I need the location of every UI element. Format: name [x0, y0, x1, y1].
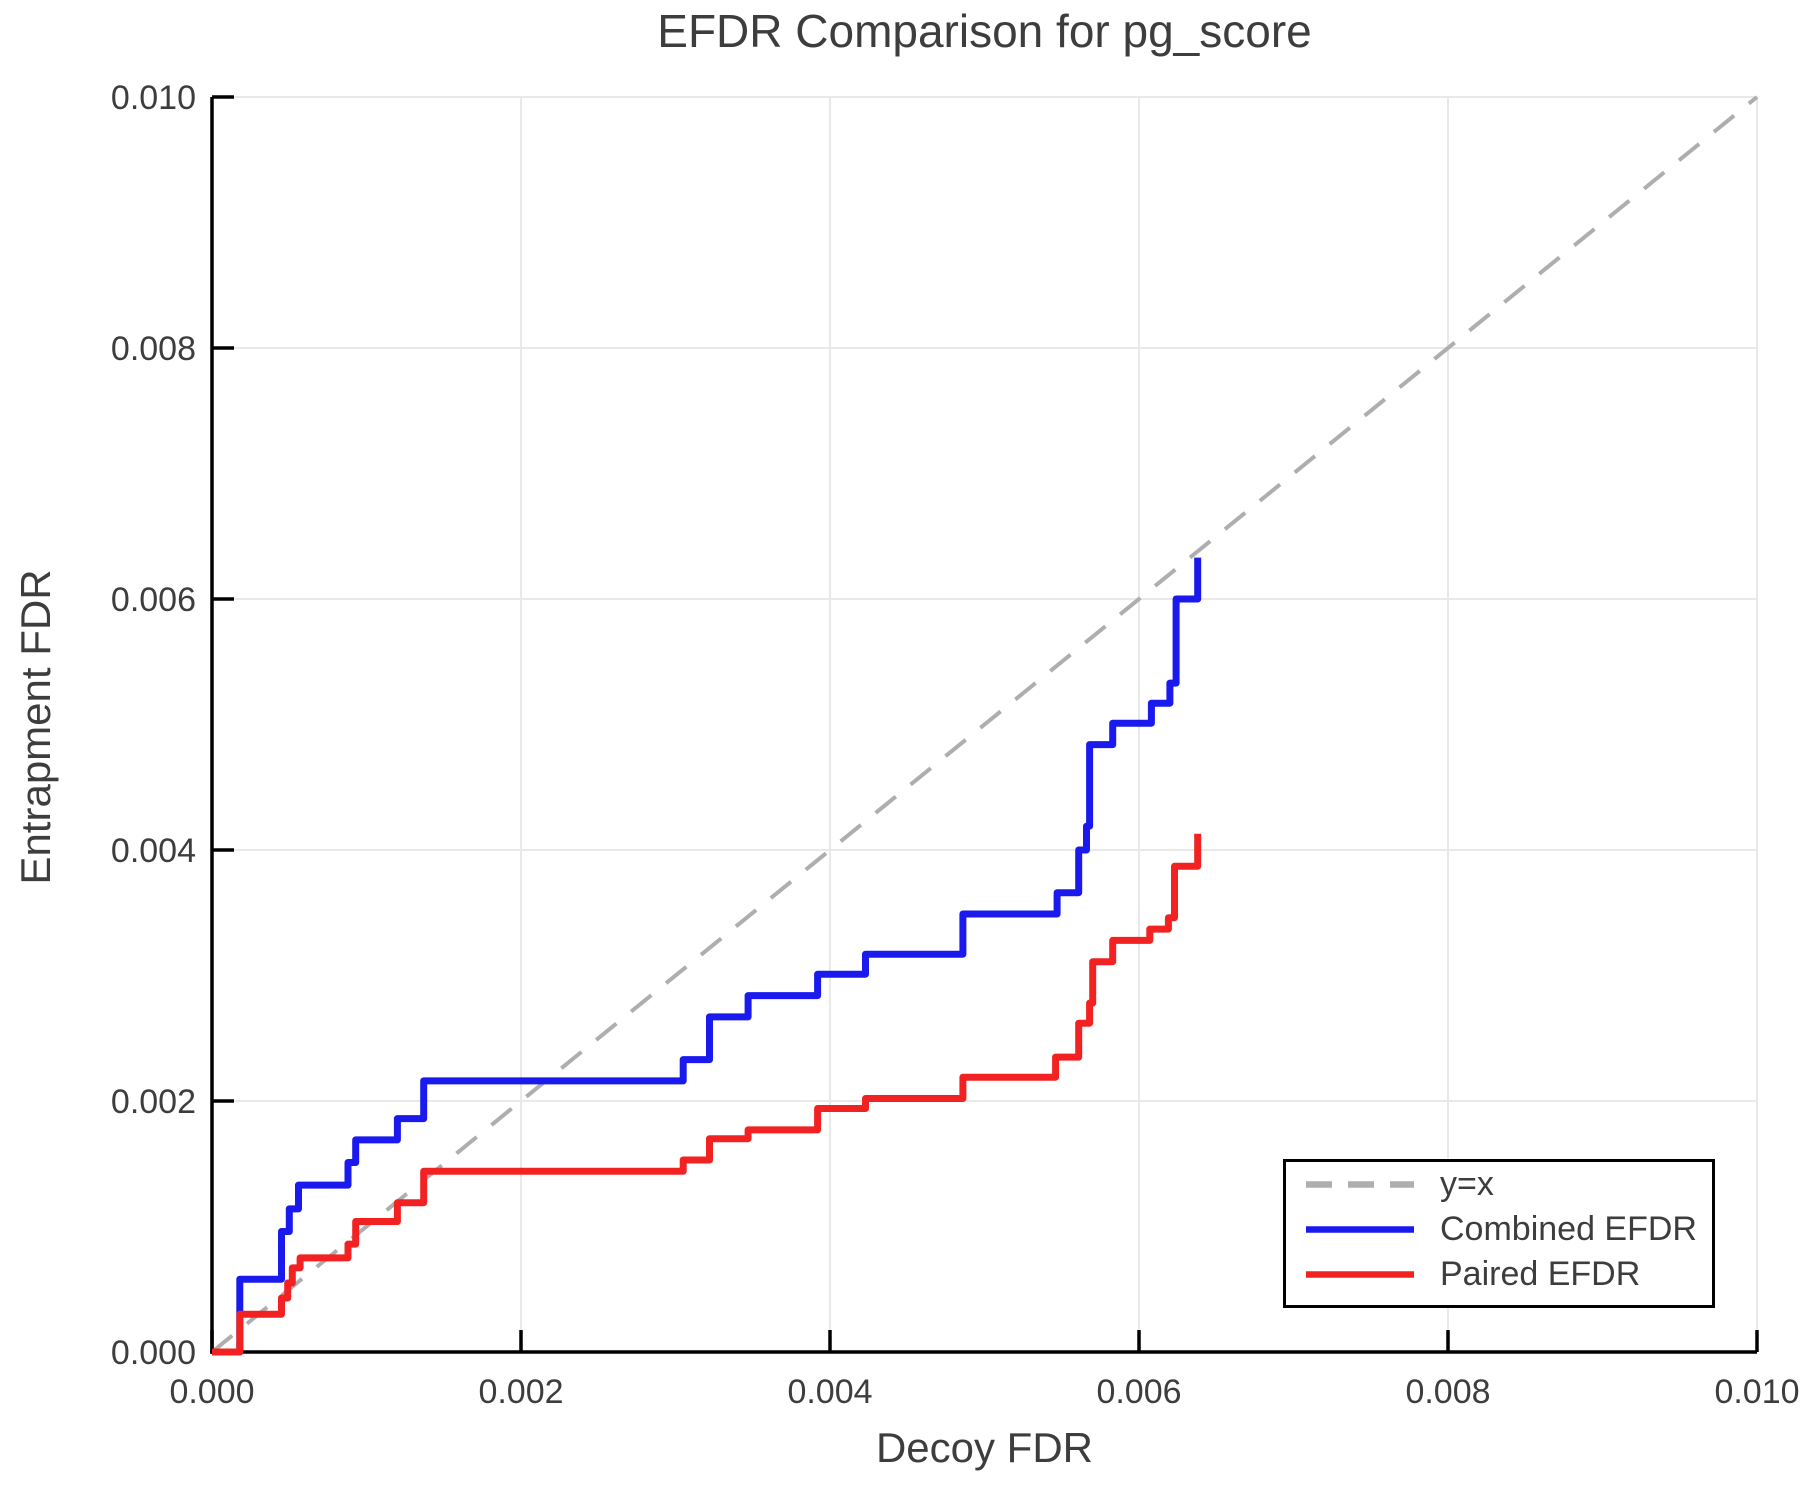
legend-label: Paired EFDR	[1440, 1255, 1641, 1293]
paired-efdr-line	[212, 833, 1202, 1356]
y-tick-label-0.004: 0.004	[111, 832, 196, 870]
legend-item-combined-efdr: Combined EFDR	[1286, 1207, 1712, 1252]
y-axis-label: Entrapment FDR	[12, 569, 59, 885]
legend-line-swatch	[1306, 1181, 1414, 1188]
x-tick-label-0.004: 0.004	[787, 1373, 872, 1411]
legend-item-y-x: y=x	[1286, 1162, 1712, 1207]
legend: y=x Combined EFDR Paired EFDR	[1283, 1159, 1715, 1308]
y-tick-label-0.002: 0.002	[111, 1083, 196, 1121]
y-tick-label-0.006: 0.006	[111, 581, 196, 619]
y-tick-label-0.008: 0.008	[111, 330, 196, 368]
x-axis-label: Decoy FDR	[875, 1424, 1094, 1471]
y-tick-label-0.000: 0.000	[111, 1334, 196, 1372]
chart-title: EFDR Comparison for pg_score	[657, 5, 1312, 57]
x-tick-label-0.002: 0.002	[478, 1373, 563, 1411]
x-tick-label-0.010: 0.010	[1714, 1373, 1799, 1411]
combined-efdr-line	[212, 557, 1202, 1356]
legend-label: y=x	[1440, 1165, 1494, 1203]
x-tick-label-0.000: 0.000	[169, 1373, 254, 1411]
x-tick-label-0.006: 0.006	[1096, 1373, 1181, 1411]
legend-label: Combined EFDR	[1440, 1210, 1697, 1248]
legend-line-swatch	[1306, 1271, 1414, 1278]
legend-line-swatch	[1306, 1226, 1414, 1233]
legend-item-paired-efdr: Paired EFDR	[1286, 1252, 1712, 1297]
identity-reference-line	[210, 95, 1759, 1354]
x-tick-label-0.008: 0.008	[1405, 1373, 1490, 1411]
y-tick-label-0.010: 0.010	[111, 79, 196, 117]
